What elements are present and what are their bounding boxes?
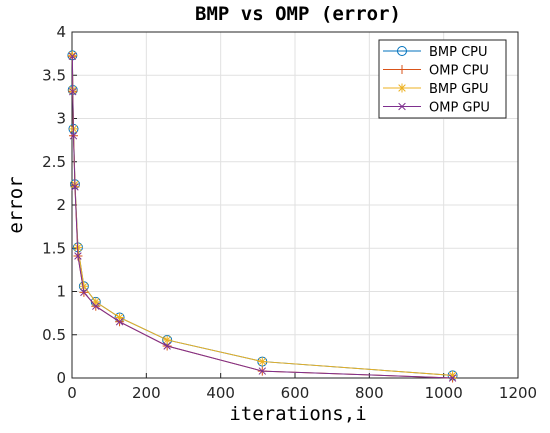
y-tick-label: 1.5: [42, 239, 66, 257]
x-tick-label: 1200: [499, 384, 537, 402]
y-tick-label: 1: [56, 283, 66, 301]
data-point: [80, 288, 88, 297]
data-point: [257, 357, 267, 367]
x-tick-label: 400: [206, 384, 235, 402]
data-point: [115, 318, 124, 326]
x-tick-label: 200: [132, 384, 161, 402]
legend-marker: [397, 83, 407, 93]
data-point: [69, 132, 78, 140]
x-tick-label: 800: [355, 384, 384, 402]
legend-marker: [397, 65, 407, 74]
data-point: [71, 183, 79, 191]
data-point: [67, 50, 77, 60]
legend-item: BMP CPU: [383, 45, 488, 60]
legend: BMP CPU OMP CPU BMP GPU OMP GPU: [378, 39, 507, 119]
legend-marker: [398, 102, 406, 111]
chart-title: BMP vs OMP (error): [195, 3, 401, 25]
y-tick-label: 3: [56, 110, 66, 128]
y-tick-label: 4: [56, 23, 66, 41]
data-point: [115, 312, 125, 322]
series-4: [68, 52, 457, 382]
data-point: [74, 252, 82, 260]
data-point: [163, 342, 171, 350]
data-point: [448, 374, 457, 382]
ticks: 0 200 400 600 800 1000 1200 0 0.5 1 1.5 2 2.5 3 3.5 4: [42, 23, 537, 402]
data-point: [79, 281, 89, 291]
data-point: [92, 302, 100, 310]
legend-item: OMP CPU: [383, 64, 489, 79]
series-layer: [67, 50, 458, 383]
x-tick-label: 0: [67, 384, 77, 402]
y-tick-label: 2: [56, 196, 66, 214]
y-tick-label: 0.5: [42, 326, 66, 344]
x-axis-label: iterations,i: [229, 403, 366, 425]
data-point: [69, 87, 77, 96]
legend-item: BMP GPU: [383, 82, 489, 97]
x-tick-label: 600: [281, 384, 310, 402]
data-point: [448, 370, 458, 380]
data-point: [91, 297, 101, 307]
data-point: [258, 367, 267, 375]
x-tick-label: 1000: [425, 384, 463, 402]
legend-label: BMP CPU: [429, 45, 488, 60]
legend-label: OMP GPU: [429, 101, 490, 116]
legend-marker: [397, 46, 407, 56]
data-point: [162, 335, 172, 345]
legend-label: OMP CPU: [429, 64, 489, 79]
legend-label: BMP GPU: [429, 82, 489, 97]
y-tick-label: 3.5: [42, 66, 66, 84]
y-axis-label: error: [5, 176, 27, 233]
y-tick-label: 0: [56, 369, 66, 387]
data-point: [68, 52, 77, 60]
y-tick-label: 2.5: [42, 153, 66, 171]
legend-item: OMP GPU: [383, 101, 490, 116]
